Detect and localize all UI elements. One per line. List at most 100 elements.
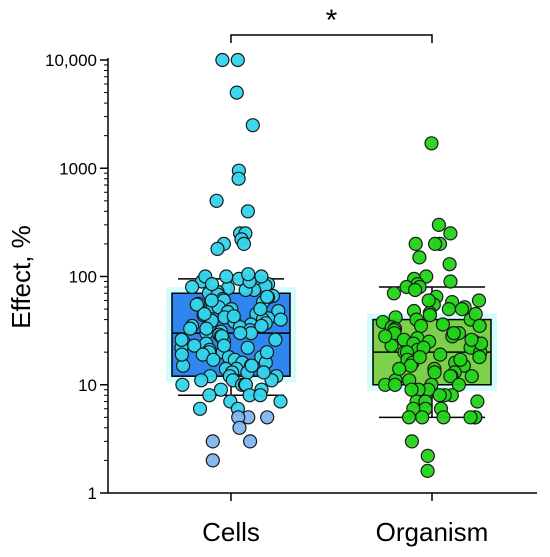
organism-data-point — [387, 377, 403, 392]
organism-data-point — [436, 410, 451, 425]
y-tick-label: 1 — [88, 484, 97, 503]
organism-data-point — [415, 410, 430, 425]
cells-data-point — [259, 345, 275, 360]
axis-layer: 1 10 100 1000 10,000 — [45, 51, 537, 503]
cells-data-point — [243, 434, 258, 449]
organism-data-point — [412, 350, 427, 365]
organism-data-point — [472, 318, 487, 333]
cells-data-point — [199, 321, 214, 336]
organism-data-point — [464, 369, 479, 384]
organism-data-point — [432, 388, 447, 403]
organism-data-point — [413, 318, 429, 333]
cells-data-point — [175, 377, 190, 392]
organism-data-point — [453, 352, 468, 367]
organism-data-point — [392, 361, 407, 376]
organism-data-point — [420, 448, 435, 463]
organism-data-point — [412, 250, 427, 265]
cells-data-point — [245, 118, 260, 133]
cells-data-point — [233, 326, 248, 341]
cells-data-point — [273, 394, 288, 409]
organism-data-point — [408, 236, 423, 251]
organism-data-point — [443, 369, 458, 384]
organism-data-point — [471, 293, 487, 308]
cells-data-point — [185, 279, 200, 295]
point-layer — [174, 52, 489, 478]
organism-data-point — [463, 410, 478, 425]
cells-data-point — [232, 420, 247, 435]
organism-data-point — [421, 293, 436, 308]
significance-bracket — [230, 34, 433, 43]
organism-data-point — [443, 226, 458, 241]
cells-data-point — [209, 193, 224, 208]
cells-data-point — [210, 241, 225, 256]
organism-data-point — [424, 136, 439, 151]
cells-data-point — [240, 204, 255, 219]
cells-data-point — [204, 277, 220, 292]
y-tick-label: 10 — [78, 376, 97, 395]
organism-data-point — [472, 350, 487, 365]
organism-data-point — [433, 347, 448, 362]
cells-data-point — [174, 347, 189, 362]
organism-data-point — [435, 317, 450, 332]
cells-data-point — [215, 52, 230, 68]
cells-data-point — [229, 85, 244, 100]
organism-data-point — [420, 463, 435, 478]
cells-data-point — [216, 338, 232, 353]
cells-data-point — [192, 401, 208, 416]
organism-data-point — [378, 329, 393, 344]
cells-data-point — [240, 340, 255, 355]
cells-data-point — [253, 302, 268, 317]
cells-data-point — [213, 382, 228, 397]
organism-data-point — [441, 302, 456, 317]
y-tick-label: 10,000 — [45, 51, 97, 70]
organism-data-point — [451, 377, 466, 392]
cells-data-point — [183, 321, 198, 336]
organism-data-point — [404, 434, 419, 449]
cells-data-point — [230, 52, 245, 68]
cells-data-point — [194, 373, 209, 388]
cells-data-point — [202, 388, 217, 403]
cells-data-point — [231, 171, 246, 186]
x-category-label: Organism — [376, 517, 489, 547]
organism-data-point — [431, 217, 446, 232]
organism-data-point — [454, 302, 470, 317]
cells-data-point — [273, 312, 288, 327]
organism-data-point — [401, 410, 417, 425]
x-category-label: Cells — [202, 517, 260, 547]
organism-data-point — [442, 257, 457, 272]
organism-data-point — [422, 308, 437, 323]
organism-data-point — [470, 394, 485, 409]
cells-data-point — [226, 309, 241, 324]
cells-data-point — [256, 365, 271, 380]
cells-data-point — [241, 267, 256, 282]
organism-data-point — [468, 306, 483, 322]
significance-label: * — [326, 4, 338, 37]
cells-data-point — [254, 269, 269, 284]
cells-data-point — [197, 306, 212, 322]
cells-data-point — [189, 297, 204, 312]
cells-data-point — [260, 410, 275, 425]
cells-data-point — [206, 352, 221, 367]
cells-data-point — [236, 236, 251, 251]
cells-data-point — [253, 388, 268, 403]
organism-data-point — [408, 282, 423, 298]
organism-data-point — [404, 382, 419, 397]
cells-data-point — [174, 332, 189, 347]
cells-data-point — [219, 269, 234, 284]
cells-data-point — [205, 453, 220, 468]
cells-data-point — [244, 358, 259, 373]
y-tick-label: 1000 — [59, 159, 97, 178]
cells-data-point — [268, 332, 283, 347]
y-axis-title: Effect, % — [6, 225, 36, 329]
cells-data-point — [260, 289, 275, 304]
organism-data-point — [443, 274, 458, 289]
organism-data-point — [428, 236, 443, 251]
label-layer: Cells Organism * — [202, 4, 488, 547]
cells-data-point — [205, 434, 220, 449]
organism-data-point — [446, 326, 461, 341]
organism-data-point — [427, 365, 442, 380]
y-tick-label: 100 — [69, 268, 97, 287]
cells-data-point — [254, 318, 269, 333]
cells-data-point — [204, 293, 219, 308]
